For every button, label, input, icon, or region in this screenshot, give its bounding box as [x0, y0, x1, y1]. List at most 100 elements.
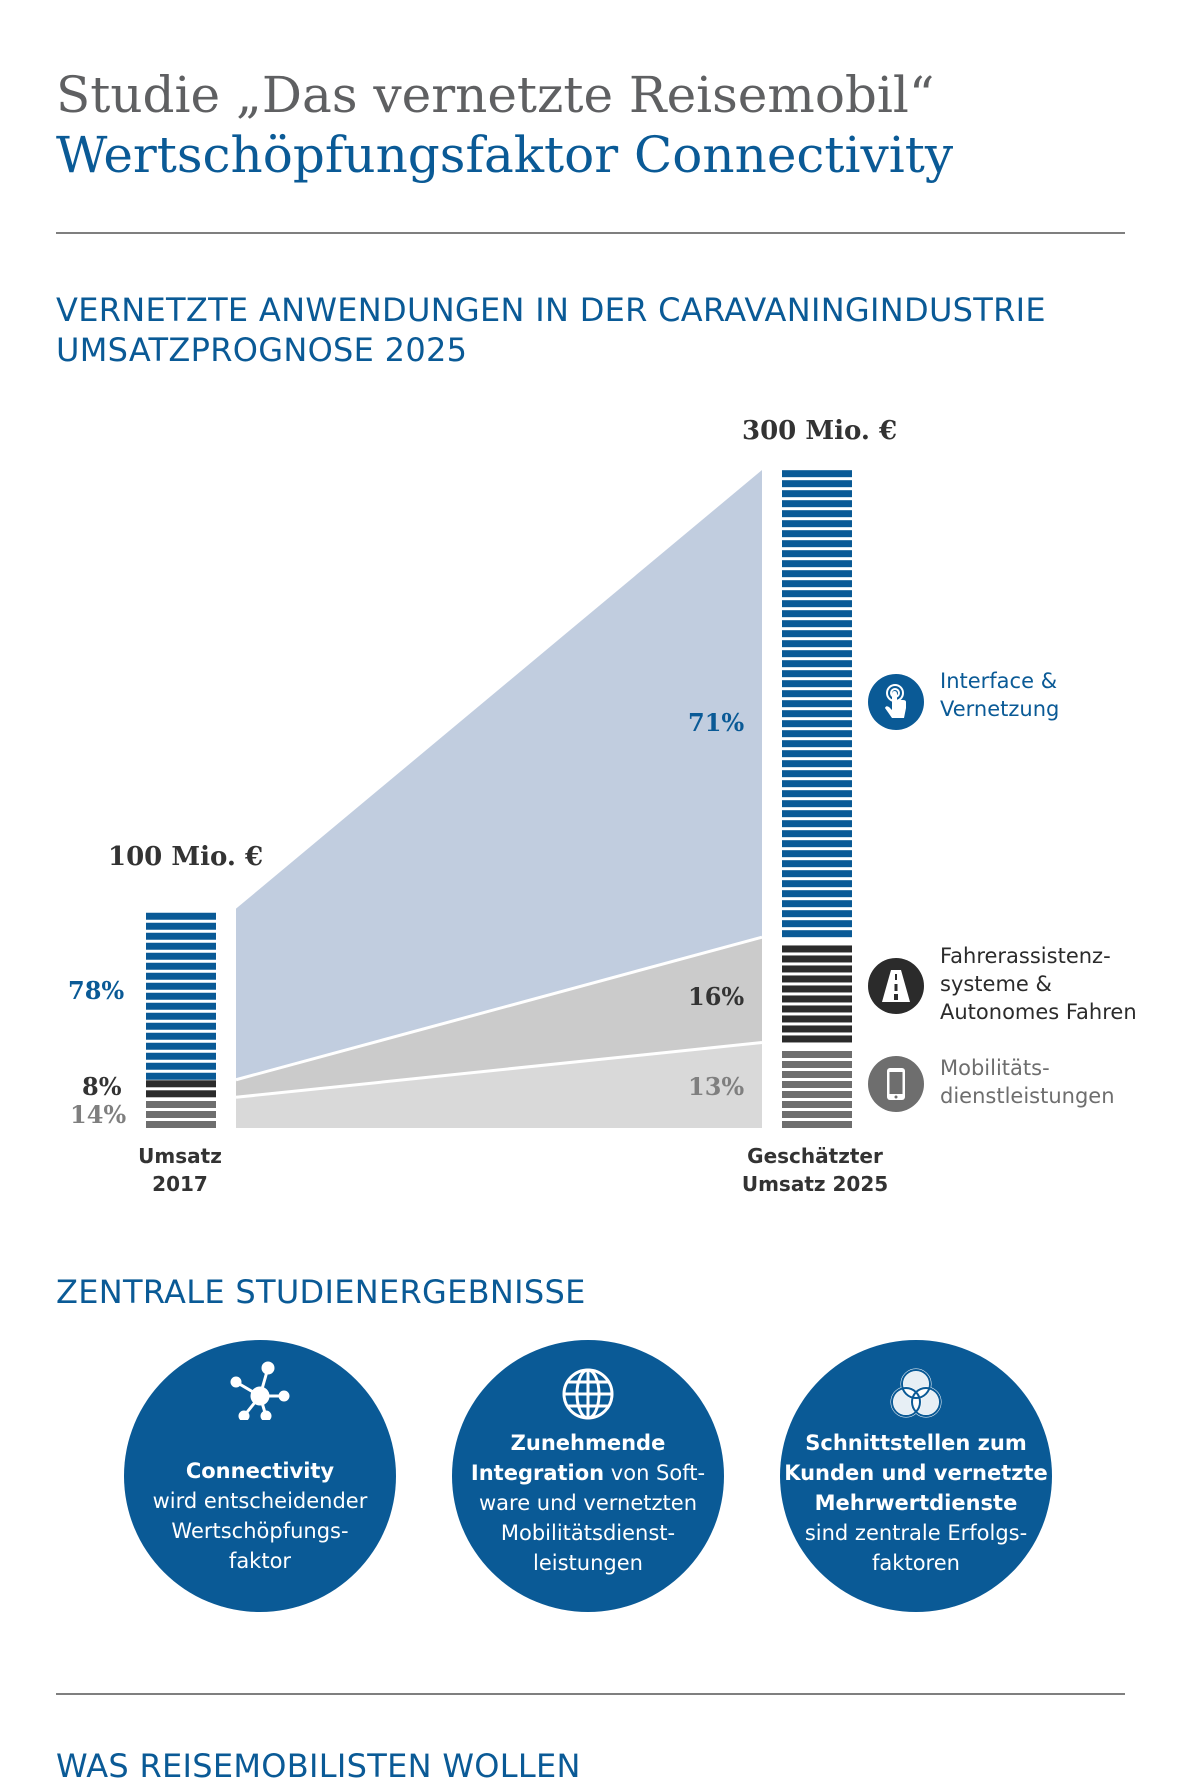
bar-stripe — [782, 490, 852, 498]
finding-3-bold-line-2: Kunden und vernetzte — [784, 1461, 1048, 1485]
area-0 — [236, 1042, 762, 1128]
finding-3-bold-line-3: Mehrwertdienste — [814, 1491, 1018, 1515]
bar-stripe — [146, 1042, 216, 1050]
bar-stripe — [782, 510, 852, 518]
bar-stripe — [782, 860, 852, 868]
bar-stripe — [782, 500, 852, 508]
bar-stripe — [146, 912, 216, 920]
bar-stripe — [782, 810, 852, 818]
bar-stripe — [782, 620, 852, 628]
network-icon — [230, 1361, 290, 1420]
bar-stripe — [146, 1080, 216, 1088]
total-label-2017: 100 Mio. € — [108, 842, 264, 872]
bar-stripe — [146, 1101, 216, 1108]
area-separator-2 — [235, 935, 763, 1082]
bar-stripe — [782, 1091, 852, 1098]
smartphone-icon — [868, 1056, 924, 1112]
bar-stripe — [146, 952, 216, 960]
finding-3-line-5: faktoren — [872, 1551, 960, 1575]
bar-stripe — [782, 690, 852, 698]
bar-stripe — [782, 580, 852, 588]
bar-stripe — [782, 880, 852, 888]
bar-stripe — [782, 890, 852, 898]
total-label-2025: 300 Mio. € — [742, 416, 898, 446]
bar-stripe — [782, 670, 852, 678]
bar-stripe — [782, 650, 852, 658]
bar-stripe — [782, 1051, 852, 1058]
bar-stripe — [782, 850, 852, 858]
bar-stripe — [782, 1121, 852, 1128]
bar-stripe — [782, 790, 852, 798]
legend-label-assist: Fahrerassistenz- systeme & Autonomes Fah… — [940, 942, 1137, 1026]
bar-stripe — [782, 540, 852, 548]
bar-stripe — [782, 630, 852, 638]
bar-stripe — [782, 930, 852, 938]
title-line-2: Wertschöpfungsfaktor Connectivity — [56, 126, 954, 184]
bar-stripe — [146, 982, 216, 990]
bar-stripe — [782, 1101, 852, 1108]
finding-circle-integration: Zunehmende Integration von Soft- ware un… — [452, 1340, 724, 1612]
x-category-2017-line-2: 2017 — [152, 1172, 208, 1196]
finding-3-line-4: sind zentrale Erfolgs- — [804, 1521, 1028, 1545]
bar-stripe — [146, 1052, 216, 1060]
bar-1-segment-1 — [782, 945, 852, 1043]
bar-stripe — [782, 600, 852, 608]
bar-stripe — [782, 550, 852, 558]
bar-stripe — [146, 962, 216, 970]
x-category-2017-line-1: Umsatz — [138, 1144, 222, 1168]
bar-stripe — [782, 530, 852, 538]
bar-stripe — [782, 770, 852, 778]
bar-stripe — [782, 920, 852, 928]
bar-stripe — [146, 1121, 216, 1128]
x-category-2025: Geschätzter Umsatz 2025 — [730, 1142, 900, 1198]
bar-stripe — [146, 1090, 216, 1098]
area-2 — [236, 470, 762, 1080]
bar-stripe — [782, 680, 852, 688]
bar-stripe — [782, 1071, 852, 1078]
bar-stripe — [782, 995, 852, 1003]
legend-label-mobility: Mobilitäts- dienstleistungen — [940, 1054, 1115, 1110]
finding-1-line-3: faktor — [228, 1549, 292, 1573]
bar-stripe — [782, 945, 852, 953]
bar-stripe — [782, 560, 852, 568]
bar-stripe — [782, 750, 852, 758]
section-heading-chart-line-1: VERNETZTE ANWENDUNGEN IN DER CARAVANINGI… — [56, 291, 1046, 329]
bar-stripe — [782, 1035, 852, 1043]
legend-label-mobility-line-2: dienstleistungen — [940, 1084, 1115, 1108]
bar-stripe — [146, 932, 216, 940]
bar-stripe — [782, 900, 852, 908]
bar-stripe — [782, 660, 852, 668]
legend-label-interface-line-2: Vernetzung — [940, 697, 1060, 721]
legend-label-assist-line-1: Fahrerassistenz- — [940, 944, 1111, 968]
bar-stripe — [782, 470, 852, 478]
pct-label-assist-2025: 16% — [688, 982, 745, 1011]
pct-label-interface-2017: 78% — [68, 976, 125, 1005]
bar-stripe — [782, 720, 852, 728]
road-icon — [868, 958, 924, 1014]
bar-stripe — [146, 1012, 216, 1020]
bar-stripe — [782, 1061, 852, 1068]
finding-2-line-5: leistungen — [533, 1551, 643, 1575]
finding-1-line-2: Wertschöpfungs- — [171, 1519, 349, 1543]
bar-1-segment-2 — [782, 470, 852, 938]
bar-stripe — [782, 955, 852, 963]
finding-2-bold-line-1: Zunehmende — [510, 1431, 666, 1455]
finding-circle-connectivity: Connectivity wird entscheidender Wertsch… — [124, 1340, 396, 1612]
revenue-chart — [146, 470, 852, 1128]
finding-2-line-2: Integration von Soft- — [470, 1461, 706, 1485]
bar-stripe — [782, 1025, 852, 1033]
section-heading-wishes: WAS REISEMOBILISTEN WOLLEN — [56, 1747, 581, 1785]
bar-stripe — [782, 760, 852, 768]
legend-label-mobility-line-1: Mobilitäts- — [940, 1056, 1050, 1080]
bar-stripe — [146, 972, 216, 980]
bar-stripe — [782, 1015, 852, 1023]
bar-0-segment-1 — [146, 1080, 216, 1098]
finding-circle-interfaces: Schnittstellen zum Kunden und vernetzte … — [780, 1340, 1052, 1612]
bar-stripe — [782, 740, 852, 748]
bar-stripe — [782, 700, 852, 708]
section-heading-findings: ZENTRALE STUDIENERGEBNISSE — [56, 1273, 586, 1311]
bar-stripe — [146, 1111, 216, 1118]
bar-stripe — [782, 730, 852, 738]
area-separator-1 — [235, 1040, 763, 1099]
bar-stripe — [782, 610, 852, 618]
